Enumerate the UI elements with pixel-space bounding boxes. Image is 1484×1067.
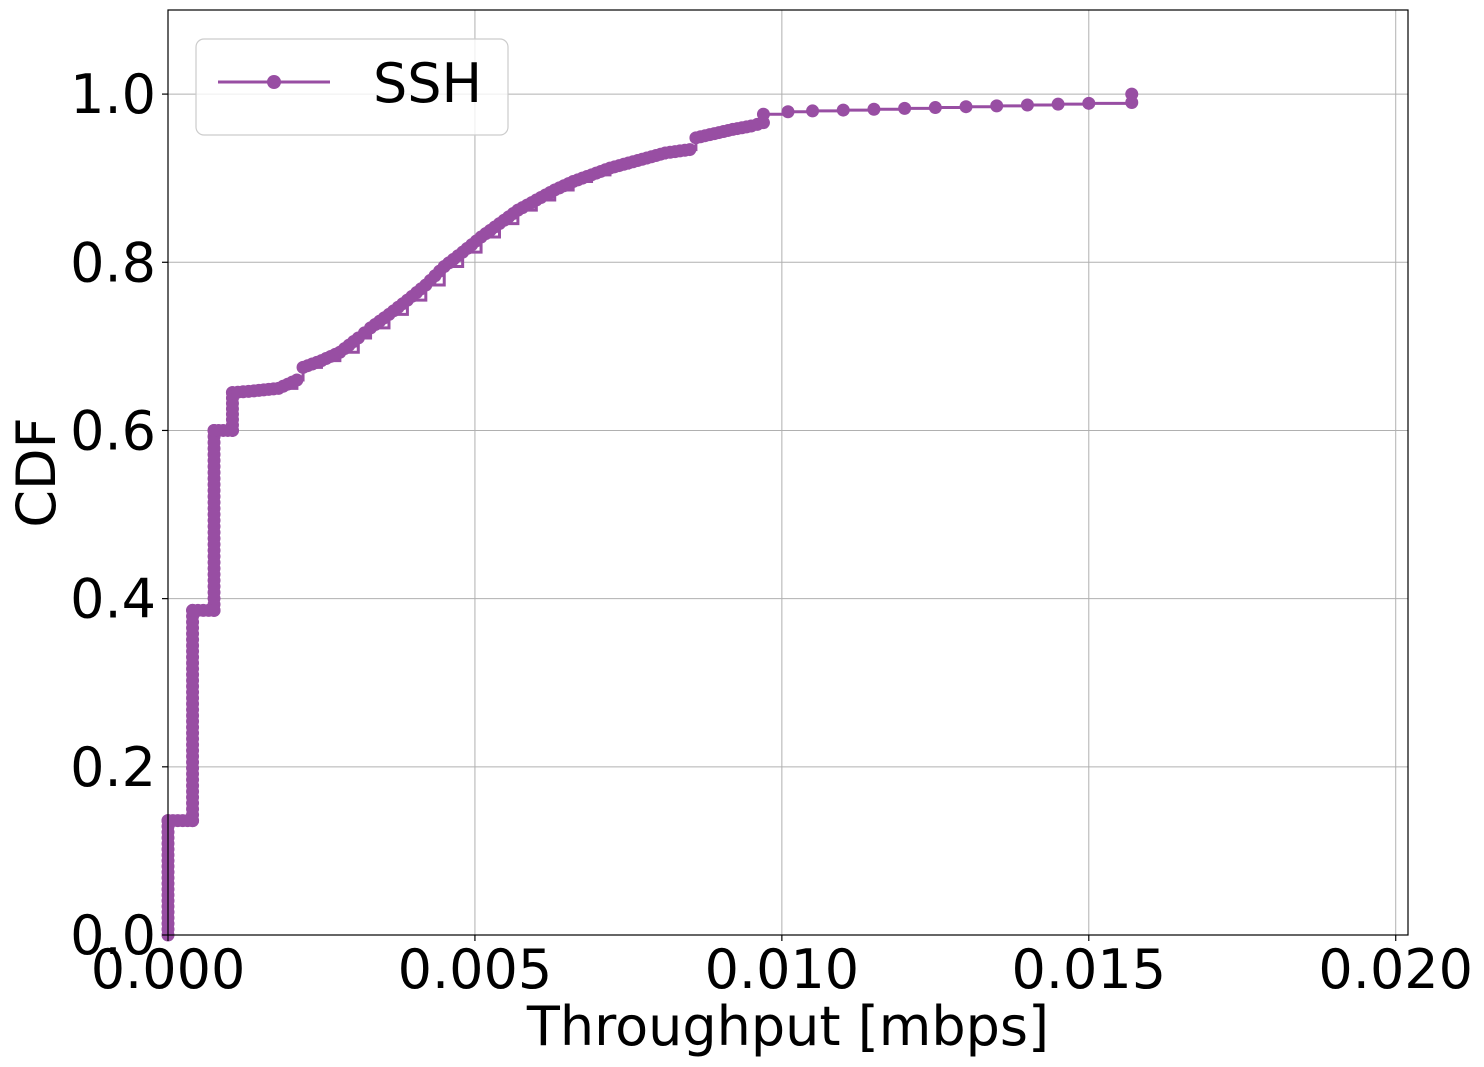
legend-box xyxy=(195,38,509,136)
data-point xyxy=(207,603,221,617)
y-tick-label: 0.8 xyxy=(70,231,156,294)
data-point xyxy=(990,99,1004,113)
x-tick-label: 0.010 xyxy=(705,938,860,1001)
data-point xyxy=(806,104,820,118)
data-point xyxy=(867,102,881,116)
data-point xyxy=(756,107,770,121)
y-axis-ticks: 0.0 0.2 0.4 0.6 0.8 1.0 xyxy=(70,63,168,967)
series-layer xyxy=(161,87,1139,942)
data-point xyxy=(1051,97,1065,111)
plot-frame xyxy=(167,9,1409,936)
x-tick-label: 0.020 xyxy=(1318,938,1473,1001)
y-tick-label: 0.2 xyxy=(70,736,156,799)
x-tick-label: 0.015 xyxy=(1011,938,1166,1001)
data-point xyxy=(186,814,200,828)
data-point xyxy=(1125,87,1139,101)
x-tick-label: 0.000 xyxy=(91,938,246,1001)
data-point xyxy=(290,373,304,387)
y-tick-label: 1.0 xyxy=(70,63,156,126)
data-point xyxy=(959,100,973,114)
y-tick-label: 0.0 xyxy=(70,904,156,967)
data-point xyxy=(683,143,697,157)
x-tick-label: 0.005 xyxy=(398,938,553,1001)
legend-marker-dot xyxy=(267,75,281,89)
legend-entry-ssh: SSH xyxy=(373,52,482,115)
y-axis-label: CDF xyxy=(5,417,68,527)
series-line-ssh xyxy=(166,94,1134,935)
legend: SSH xyxy=(195,38,509,136)
data-point xyxy=(928,101,942,115)
grid xyxy=(167,10,1408,936)
data-point xyxy=(836,103,850,117)
data-point xyxy=(225,423,239,437)
data-point xyxy=(1082,96,1096,110)
x-axis-ticks: 0.000 0.005 0.010 0.015 0.020 xyxy=(91,935,1473,1001)
y-tick-label: 0.4 xyxy=(70,568,156,631)
x-axis-label: Throughput [mbps] xyxy=(526,995,1049,1058)
data-point xyxy=(1020,98,1034,112)
y-tick-label: 0.6 xyxy=(70,399,156,462)
data-point xyxy=(781,105,795,119)
data-point xyxy=(898,101,912,115)
